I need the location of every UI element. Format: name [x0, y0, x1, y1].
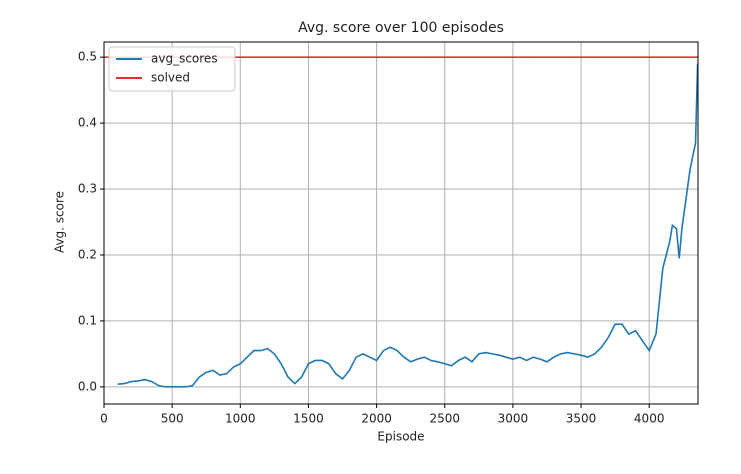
chart-title: Avg. score over 100 episodes [298, 20, 504, 36]
y-tick-label: 0.0 [78, 379, 97, 393]
x-axis-label: Episode [377, 430, 424, 444]
y-tick-label: 0.1 [78, 313, 97, 327]
x-tick-label: 3000 [498, 412, 529, 426]
x-tick-label: 500 [161, 412, 184, 426]
x-tick-label: 1000 [225, 412, 256, 426]
y-tick-label: 0.5 [78, 50, 97, 64]
legend-label: avg_scores [151, 52, 218, 66]
x-tick-label: 3500 [566, 412, 597, 426]
y-tick-label: 0.3 [78, 182, 97, 196]
x-tick-label: 0 [100, 412, 108, 426]
legend-label: solved [151, 71, 190, 85]
x-tick-label: 2500 [429, 412, 460, 426]
x-tick-label: 1500 [293, 412, 324, 426]
y-tick-label: 0.4 [78, 116, 97, 130]
y-tick-label: 0.2 [78, 247, 97, 261]
axes-frame [103, 41, 699, 405]
x-tick-label: 2000 [361, 412, 392, 426]
data-line [117, 63, 699, 388]
y-axis-label: Avg. score [53, 191, 67, 253]
x-tick-label: 4000 [634, 412, 665, 426]
